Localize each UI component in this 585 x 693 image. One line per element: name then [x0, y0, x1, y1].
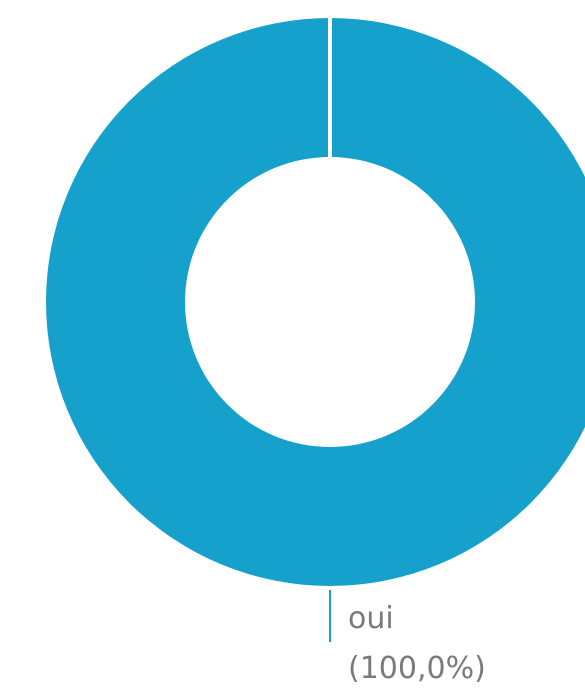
slice — [46, 18, 585, 586]
slice-label: oui — [348, 601, 394, 636]
slice-value-label: (100,0%) — [348, 651, 486, 686]
